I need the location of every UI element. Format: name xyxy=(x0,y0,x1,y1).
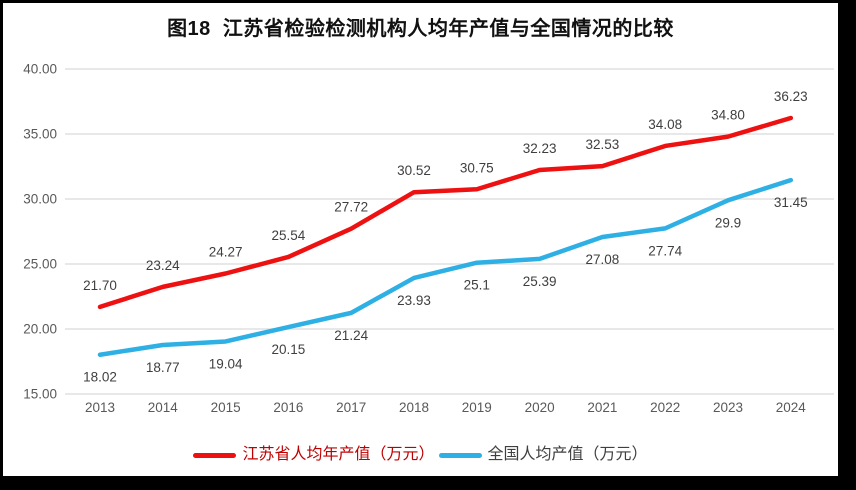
legend: 江苏省人均年产值（万元） 全国人均产值（万元） xyxy=(3,446,838,464)
chart-panel: 图18 江苏省检验检测机构人均年产值与全国情况的比较 40.00 35.00 30.… xyxy=(3,3,838,476)
y-tick-label: 20.00 xyxy=(23,322,57,337)
line-chart: 40.00 35.00 30.00 25.00 20.00 15.00 2013 2014 20… xyxy=(23,62,834,415)
data-label: 27.74 xyxy=(648,243,682,258)
x-tick-label: 2019 xyxy=(462,400,492,415)
y-tick-label: 15.00 xyxy=(23,387,57,402)
x-tick-label: 2015 xyxy=(211,400,241,415)
x-tick-label: 2024 xyxy=(776,400,807,415)
x-tick-label: 2018 xyxy=(399,400,429,415)
data-label: 25.39 xyxy=(523,274,557,289)
data-label: 25.54 xyxy=(272,228,306,243)
data-label: 18.77 xyxy=(146,360,180,375)
x-tick-label: 2020 xyxy=(525,400,555,415)
y-tick-label: 40.00 xyxy=(23,62,57,77)
y-tick-label: 35.00 xyxy=(23,127,57,142)
legend-swatch xyxy=(193,452,237,458)
y-tick-label: 25.00 xyxy=(23,257,57,272)
data-label: 18.02 xyxy=(83,370,117,385)
series-line-1 xyxy=(97,177,794,357)
x-tick-label: 2016 xyxy=(273,400,303,415)
x-tick-label: 2023 xyxy=(713,400,743,415)
legend-item: 江苏省人均年产值（万元） xyxy=(193,446,435,464)
x-tick-label: 2014 xyxy=(148,400,179,415)
data-label: 30.75 xyxy=(460,160,494,175)
x-tick-label: 2013 xyxy=(85,400,115,415)
data-label: 32.23 xyxy=(523,141,557,156)
series-line-0 xyxy=(97,115,794,310)
chart-title: 图18 江苏省检验检测机构人均年产值与全国情况的比较 xyxy=(167,18,674,40)
data-label: 34.80 xyxy=(711,108,745,123)
data-label: 30.52 xyxy=(397,163,431,178)
data-label: 34.08 xyxy=(648,117,682,132)
legend-swatch xyxy=(438,452,482,458)
data-label: 21.24 xyxy=(334,328,368,343)
legend-item: 全国人均产值（万元） xyxy=(438,446,648,464)
x-tick-label: 2021 xyxy=(587,400,617,415)
x-tick-label: 2017 xyxy=(336,400,366,415)
data-label: 21.70 xyxy=(83,278,117,293)
data-label: 27.08 xyxy=(586,252,620,267)
data-label: 25.1 xyxy=(464,278,490,293)
data-label: 36.23 xyxy=(774,89,808,104)
legend-label: 江苏省人均年产值（万元） xyxy=(242,446,435,463)
legend-label: 全国人均产值（万元） xyxy=(487,446,648,463)
data-label: 20.15 xyxy=(272,342,306,357)
data-label: 29.9 xyxy=(715,215,741,230)
data-label: 19.04 xyxy=(209,356,243,371)
data-label: 27.72 xyxy=(334,200,368,215)
data-label: 31.45 xyxy=(774,195,808,210)
data-label: 23.93 xyxy=(397,293,431,308)
data-label: 32.53 xyxy=(586,137,620,152)
data-label: 24.27 xyxy=(209,244,243,259)
y-tick-label: 30.00 xyxy=(23,192,57,207)
data-label: 23.24 xyxy=(146,258,180,273)
x-tick-label: 2022 xyxy=(650,400,680,415)
